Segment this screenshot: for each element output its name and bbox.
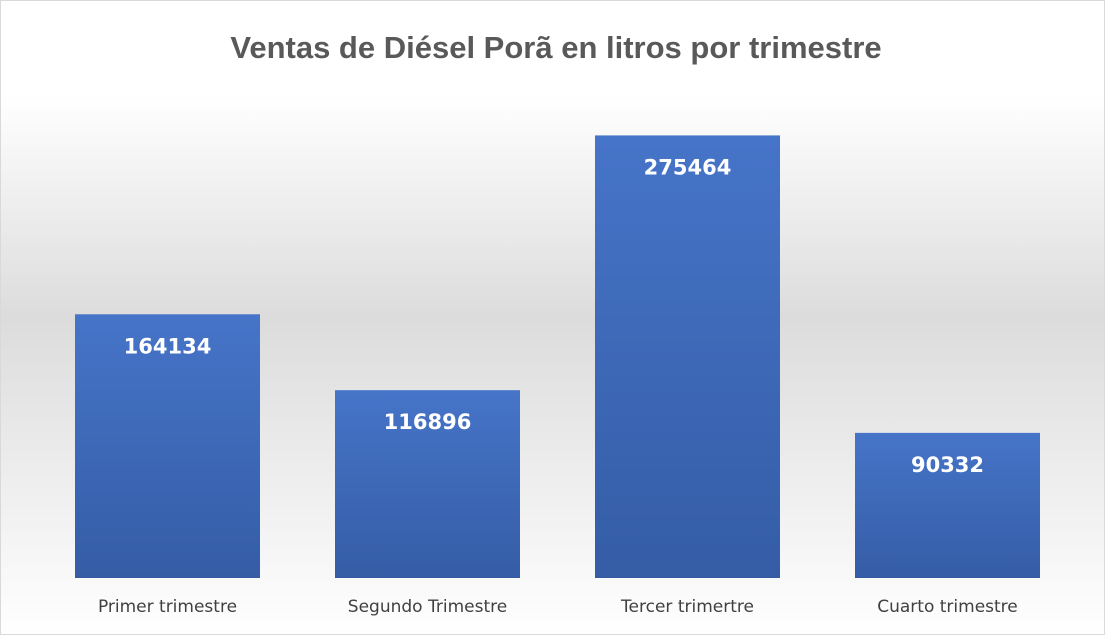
value-label: 116896 [384, 410, 472, 434]
chart-title: Ventas de Diésel Porã en litros por trim… [230, 30, 881, 65]
x-tick-label: Segundo Trimestre [348, 597, 507, 617]
value-label: 90332 [911, 453, 984, 477]
value-label: 164134 [124, 334, 212, 358]
value-label: 275464 [644, 155, 732, 179]
bar [855, 432, 1040, 578]
x-tick-label: Cuarto trimestre [877, 597, 1018, 617]
x-tick-label: Primer trimestre [98, 597, 237, 617]
bar [75, 314, 260, 578]
bar [335, 390, 520, 578]
x-tick-label: Tercer trimertre [620, 597, 754, 617]
bar [595, 135, 780, 578]
